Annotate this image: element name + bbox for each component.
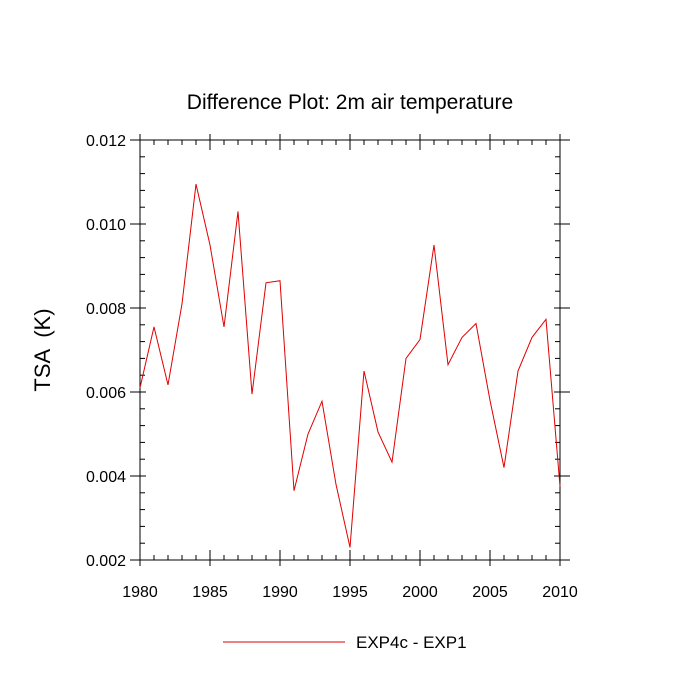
y-tick-label: 0.004 — [86, 469, 126, 486]
series-line — [139, 183, 561, 548]
y-tick-label: 0.008 — [86, 301, 126, 318]
legend-label: EXP4c - EXP1 — [356, 633, 467, 652]
series-layer — [139, 183, 561, 548]
x-tick-label: 2010 — [542, 584, 578, 601]
legend: EXP4c - EXP1 — [223, 633, 467, 652]
y-axis: 0.002 0.004 0.006 0.008 0.010 0.012 — [86, 133, 570, 570]
y-axis-label: TSA (K) — [30, 308, 55, 391]
x-tick-label: 2000 — [402, 584, 438, 601]
x-tick-label: 1980 — [122, 584, 158, 601]
y-tick-label: 0.012 — [86, 133, 126, 150]
x-tick-label: 1995 — [332, 584, 368, 601]
x-tick-label: 1990 — [262, 584, 298, 601]
x-axis: 1980 1985 1990 1995 2000 2005 2010 — [122, 134, 578, 601]
y-tick-label: 0.010 — [86, 217, 126, 234]
plot-area — [139, 139, 561, 561]
y-tick-label: 0.006 — [86, 385, 126, 402]
y-tick-label: 0.002 — [86, 553, 126, 570]
x-tick-label: 2005 — [472, 584, 508, 601]
plot-frame — [139, 139, 561, 561]
chart-title: Difference Plot: 2m air temperature — [187, 91, 513, 114]
x-tick-label: 1985 — [192, 584, 228, 601]
